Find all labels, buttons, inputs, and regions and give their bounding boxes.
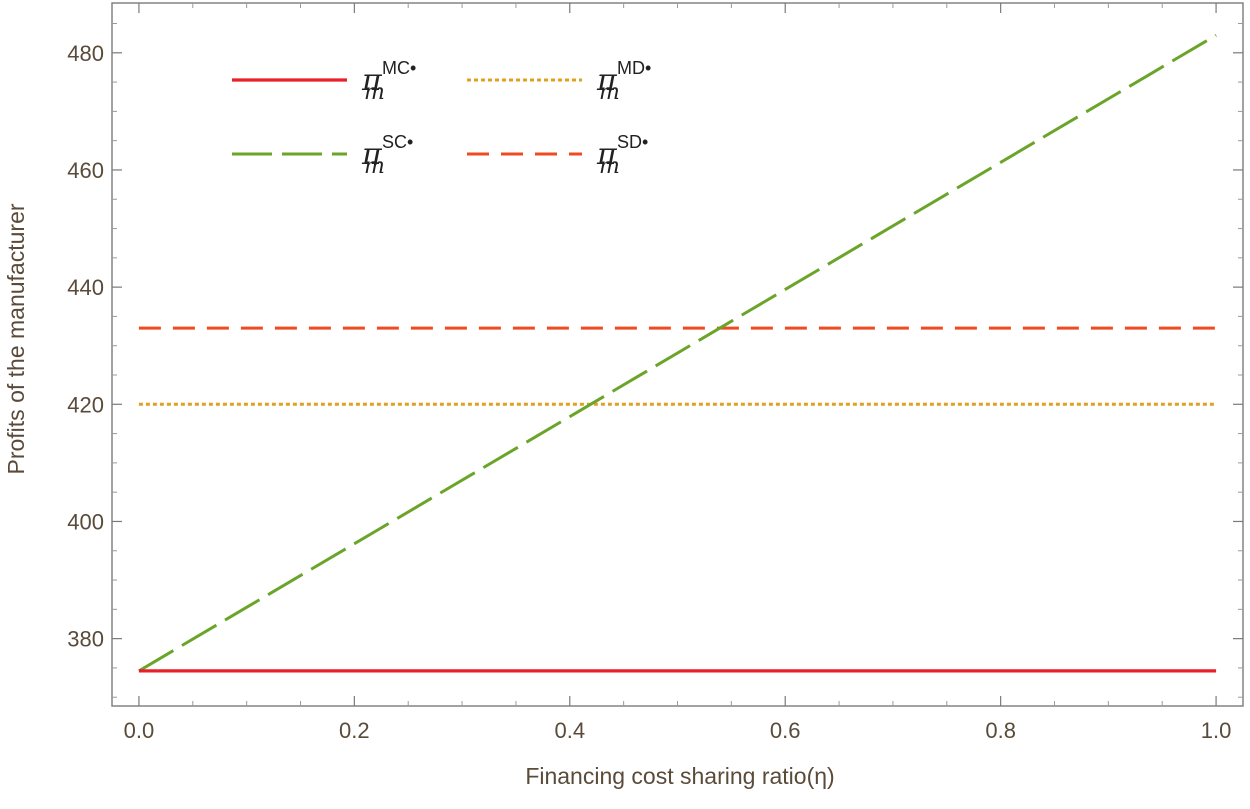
y-tick-label: 480 [67,41,104,66]
ticks-group: 0.0 0.2 0.4 0.6 0.8 1.0 380 400 420 440 460 480 [67,3,1243,743]
legend-label-sd-base: π [596,137,618,172]
y-tick-label: 400 [67,509,104,534]
legend-label-sd-sub: m [599,154,620,179]
x-tick-label: 0.8 [985,718,1016,743]
x-tick-label: 0.6 [770,718,801,743]
legend-label-md-sup: MD• [617,58,651,78]
y-tick-label: 420 [67,392,104,417]
y-tick-label: 380 [67,627,104,652]
legend-label-mc-sub: m [364,80,385,105]
legend-label-md-sub: m [599,80,620,105]
legend-label-sc-sub: m [364,154,385,179]
legend-label-sc-sup: SC• [382,132,413,152]
y-tick-label: 460 [67,158,104,183]
legend-label-sc-base: π [361,137,383,172]
x-tick-label: 0.0 [124,718,155,743]
series-group [138,33,1217,673]
legend-label-sd-sup: SD• [617,132,648,152]
y-tick-label: 440 [67,275,104,300]
x-tick-label: 0.4 [554,718,585,743]
x-axis-label: Financing cost sharing ratio(η) [525,763,834,789]
y-axis-label: Profits of the manufacturer [3,203,29,474]
series-line-sc [138,33,1217,673]
legend-label-mc-base: π [361,63,383,98]
legend-label-md-base: π [596,63,618,98]
legend-label-mc-sup: MC• [382,58,416,78]
x-tick-label: 0.2 [339,718,370,743]
x-tick-label: 1.0 [1201,718,1232,743]
